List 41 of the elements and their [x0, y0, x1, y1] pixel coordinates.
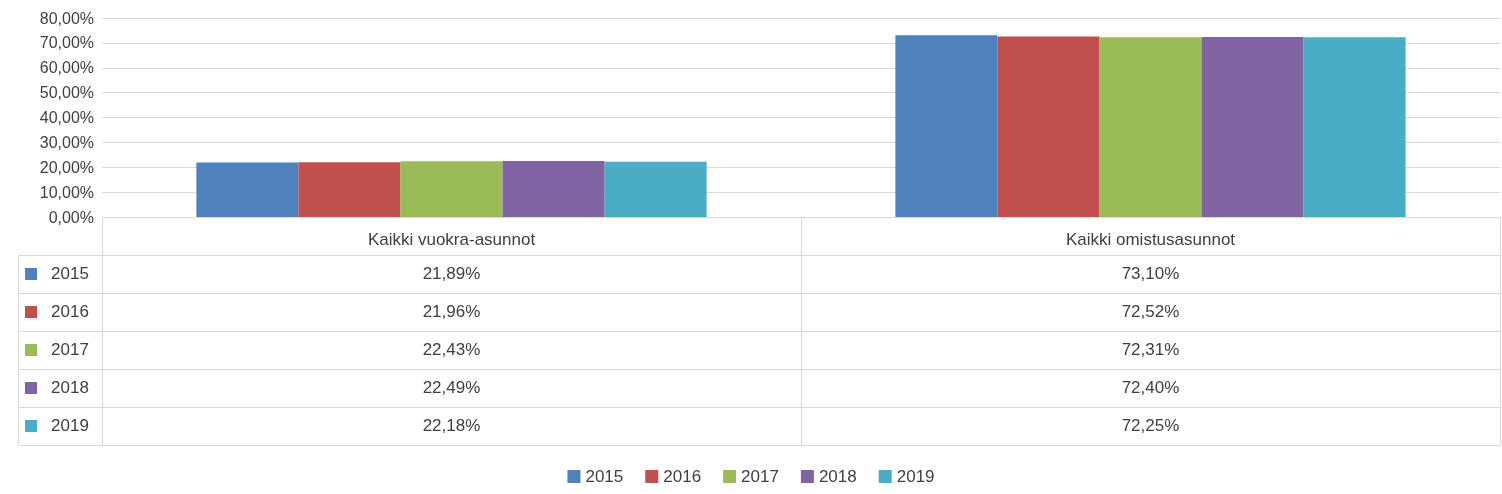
bar: [400, 161, 503, 217]
legend-label: 2016: [51, 302, 89, 322]
legend-label: 2019: [896, 467, 935, 486]
data-label: 22,43%: [422, 340, 481, 360]
y-tick-label: 50,00%: [39, 84, 94, 102]
legend-label: 2018: [818, 467, 857, 486]
y-tick-label: 40,00%: [39, 109, 94, 126]
text: 2017: [51, 340, 89, 359]
data-label: 72,40%: [1121, 378, 1180, 398]
y-tick-label: 60,00%: [39, 59, 94, 77]
text: 2019: [51, 416, 89, 435]
y-tick-label: 10,00%: [39, 183, 94, 201]
y-tick-label: 70,00%: [39, 34, 94, 52]
text: 2018: [51, 378, 89, 397]
data-label: 72,25%: [1121, 416, 1180, 436]
y-tick-label: 30,00%: [39, 133, 94, 151]
bar: [1303, 37, 1406, 217]
y-tick-label: 80,00%: [39, 9, 94, 27]
data-label: 22,49%: [422, 378, 481, 398]
bar: [1201, 36, 1304, 217]
data-label: 22,18%: [422, 416, 481, 436]
data-label: 21,89%: [422, 264, 481, 284]
data-label: 21,96%: [422, 302, 481, 322]
bar: [196, 162, 299, 217]
text: 2016: [663, 467, 702, 486]
legend-label: 2015: [51, 264, 89, 284]
legend-label: 2017: [741, 467, 779, 486]
data-label: 72,31%: [1121, 340, 1180, 360]
bar: [604, 161, 707, 217]
bar: [895, 35, 998, 217]
data-label: 72,52%: [1121, 302, 1180, 322]
y-tick-label: 20,00%: [39, 158, 94, 176]
bar: [298, 162, 401, 217]
x-tick-label: Kaikki omistusasunnot: [1065, 230, 1236, 249]
bar: [502, 161, 605, 217]
bar: [997, 36, 1100, 217]
bar: [1099, 37, 1202, 217]
text: 2015: [585, 467, 624, 486]
data-label: 73,10%: [1121, 264, 1180, 284]
y-tick-label: 0,00%: [48, 208, 94, 226]
x-tick-label: Kaikki vuokra-asunnot: [367, 230, 536, 249]
